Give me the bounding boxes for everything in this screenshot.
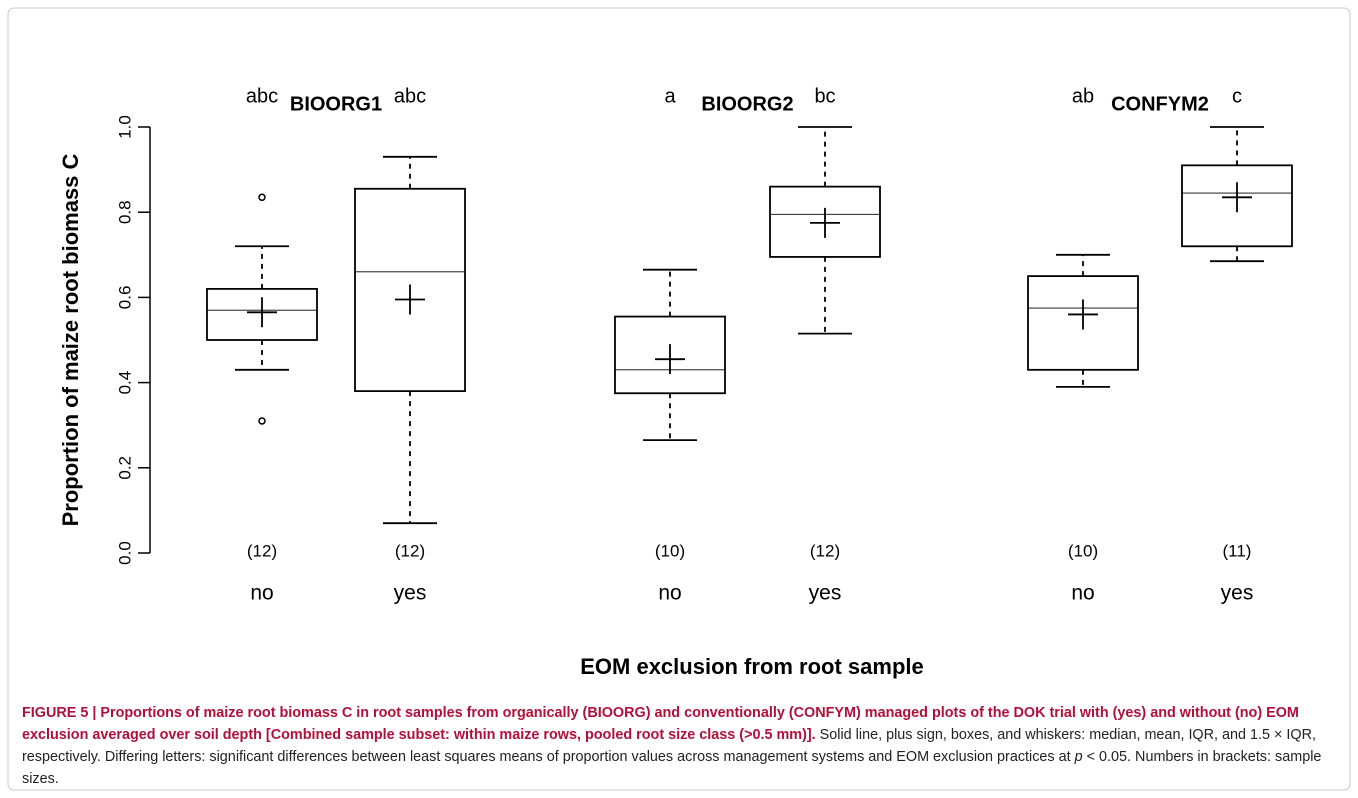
y-tick-label: 1.0 — [115, 115, 134, 139]
caption-text-end: < 0.05. Numbers in brackets: sample size… — [22, 749, 1322, 787]
y-axis-label: Proportion of maize root biomass C — [58, 153, 83, 526]
caption-italic: p — [1074, 749, 1083, 765]
x-tick-label: yes — [394, 582, 427, 605]
frame — [7, 7, 1351, 791]
y-tick-label: 0.2 — [115, 456, 134, 480]
mean-marker — [1222, 182, 1252, 213]
group-title: BIOORG2 — [701, 93, 793, 115]
sample-size: (10) — [1068, 541, 1098, 560]
x-axis-label: EOM exclusion from root sample — [580, 654, 924, 679]
sample-size: (11) — [1223, 541, 1252, 560]
mean-marker — [655, 344, 685, 375]
letter: bc — [814, 85, 835, 107]
x-tick-label: no — [658, 582, 681, 605]
letter: abc — [246, 85, 278, 107]
letter: a — [664, 85, 676, 107]
letter: abc — [394, 85, 426, 107]
sample-size: (10) — [655, 541, 685, 560]
y-tick-label: 0.6 — [115, 286, 134, 310]
y-tick-label: 0.0 — [115, 541, 134, 565]
sample-size: (12) — [247, 541, 277, 560]
x-tick-label: yes — [809, 582, 842, 605]
x-tick-label: no — [250, 582, 273, 605]
mean-marker — [1068, 299, 1098, 330]
sample-size: (12) — [395, 541, 425, 560]
letter: c — [1232, 85, 1242, 107]
x-tick-label: yes — [1221, 582, 1254, 605]
letter: ab — [1072, 85, 1094, 107]
x-tick-label: no — [1071, 582, 1094, 605]
mean-marker — [247, 297, 277, 328]
mean-marker — [395, 284, 425, 315]
outlier — [258, 417, 266, 425]
sample-size: (12) — [810, 541, 840, 560]
caption: FIGURE 5 | Proportions of maize root bio… — [22, 702, 1340, 790]
outlier — [258, 193, 266, 202]
group-title: CONFYM2 — [1111, 93, 1209, 115]
y-tick-label: 0.4 — [115, 371, 134, 395]
y-tick-label: 0.8 — [115, 200, 134, 224]
mean-marker — [810, 207, 840, 238]
group-title: BIOORG1 — [290, 93, 382, 115]
caption-bold: FIGURE 5 | Proportions of maize root bio… — [22, 705, 1299, 743]
caption-text: Solid line, plus sign, boxes, and whiske… — [22, 727, 1317, 765]
